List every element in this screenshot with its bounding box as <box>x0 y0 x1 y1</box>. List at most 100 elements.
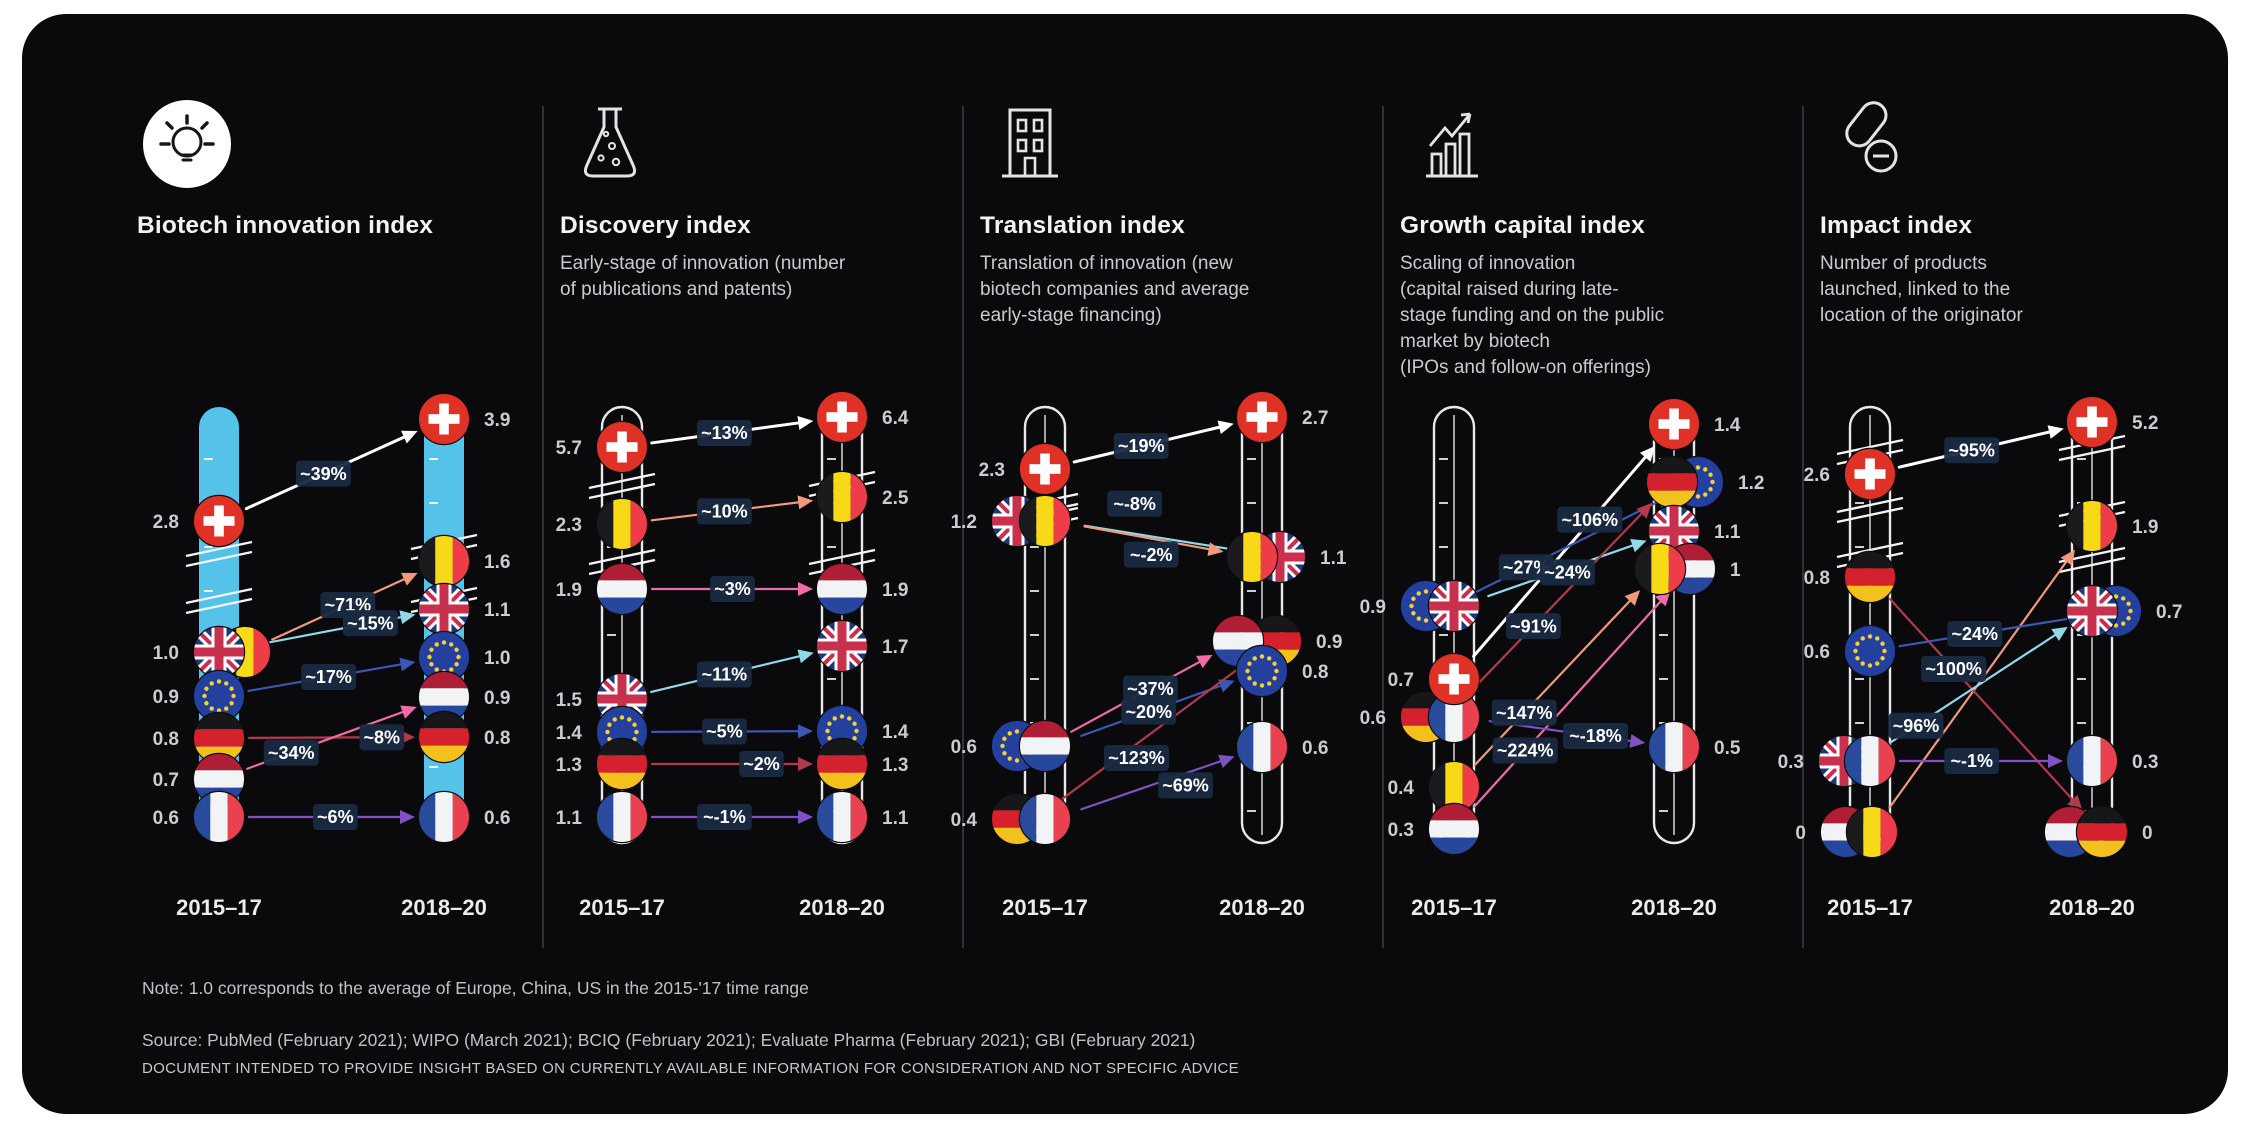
flag-ch <box>1647 397 1701 451</box>
pct-change-label-de: ~100% <box>1921 655 1987 682</box>
arrowhead-uk <box>2051 626 2068 641</box>
flag-de <box>2075 805 2129 859</box>
axis-break <box>410 533 478 551</box>
value-label: 0.9 <box>153 687 179 708</box>
arrowhead-uk <box>399 610 416 625</box>
value-label: 0.4 <box>1388 778 1415 799</box>
flag-uk <box>2065 584 2119 638</box>
arrow-be <box>1473 599 1632 767</box>
pct-change-label-ch: ~106% <box>1557 506 1623 533</box>
flag-ch <box>1427 652 1481 706</box>
flag-nl <box>1663 542 1717 596</box>
flag-uk <box>990 494 1044 548</box>
axis-period-right: 2018–20 <box>2049 895 2135 920</box>
pct-change-label-be: ~147% <box>1491 699 1557 726</box>
pct-change-label-fr: ~-18% <box>1562 722 1628 749</box>
svg-text:~8%: ~8% <box>364 727 401 747</box>
svg-text:~13%: ~13% <box>701 423 748 443</box>
axis-period-right: 2018–20 <box>401 895 487 920</box>
value-label: 0.9 <box>1316 632 1342 653</box>
axis-period-right: 2018–20 <box>1631 895 1717 920</box>
arrow-eu <box>650 730 801 733</box>
panel-subtitle: Early-stage of innovation (number of pub… <box>560 253 846 300</box>
value-label: 1.9 <box>882 580 908 601</box>
arrow-nl <box>246 710 405 770</box>
flag-eu <box>595 705 649 759</box>
flag-uk <box>1253 530 1307 584</box>
pct-change-label-be: ~10% <box>697 498 752 525</box>
pct-change-label-eu: ~17% <box>301 663 357 690</box>
svg-text:~-1%: ~-1% <box>703 807 746 827</box>
flag-nl <box>192 752 246 806</box>
panel-subtitle: Translation of innovation (new biotech c… <box>980 253 1250 326</box>
axis-period-left: 2015–17 <box>176 895 262 920</box>
value-label: 2.3 <box>979 460 1005 481</box>
axis-period-left: 2015–17 <box>1411 895 1497 920</box>
svg-text:~37%: ~37% <box>1127 679 1174 699</box>
pct-change-label-nl: ~34% <box>263 739 319 766</box>
pct-change-label-uk: ~15% <box>343 610 398 637</box>
value-label: 0.6 <box>484 808 510 829</box>
thermometer-tube <box>600 405 644 845</box>
svg-text:~-8%: ~-8% <box>1113 494 1156 514</box>
pct-change-label-de: ~123% <box>1104 744 1170 771</box>
flag-ch <box>192 494 246 548</box>
axis-period-right: 2018–20 <box>1219 895 1305 920</box>
svg-text:~95%: ~95% <box>1948 440 1995 460</box>
flag-nl <box>1018 719 1072 773</box>
svg-text:~71%: ~71% <box>325 595 372 615</box>
axis-break <box>1836 496 1904 514</box>
panel-title: Impact index <box>1820 212 1973 239</box>
arrow-be <box>1083 525 1211 551</box>
flag-nl <box>595 562 649 616</box>
flag-eu <box>417 630 471 684</box>
flag-eu <box>815 704 869 758</box>
value-label: 1.2 <box>1738 473 1764 494</box>
thermometer-tube <box>820 405 864 845</box>
flag-de <box>192 711 246 765</box>
arrowhead-eu <box>2071 611 2088 625</box>
flag-uk <box>417 582 471 636</box>
panel-divider <box>1802 106 1804 948</box>
flag-nl <box>1819 805 1873 859</box>
value-label: 3.9 <box>484 410 510 431</box>
arrowhead-be <box>1624 590 1641 606</box>
axis-break <box>588 472 656 490</box>
arrowhead-ch <box>1217 420 1234 435</box>
arrowhead-eu <box>797 724 814 739</box>
value-label: 1.6 <box>484 552 510 573</box>
thermometer-bar <box>199 407 239 843</box>
axis-break <box>2058 546 2126 564</box>
flag-fr <box>1843 734 1897 788</box>
axis-break <box>185 540 253 558</box>
flag-de <box>1645 455 1699 509</box>
pct-change-label-be: ~-2% <box>1123 541 1179 568</box>
value-label: 1.9 <box>556 580 582 601</box>
flag-be <box>417 534 471 588</box>
pct-change-label-de: ~8% <box>359 724 405 751</box>
value-label: 0.3 <box>1388 820 1414 841</box>
value-label: 1.4 <box>1714 415 1741 436</box>
svg-text:~69%: ~69% <box>1162 776 1209 796</box>
axis-break <box>1011 506 1079 524</box>
svg-text:~2%: ~2% <box>743 754 780 774</box>
flag-eu <box>2089 584 2143 638</box>
svg-text:~20%: ~20% <box>1125 702 1172 722</box>
flag-nl <box>1427 802 1481 856</box>
arrowhead-fr <box>1218 754 1235 768</box>
flag-ch <box>2065 395 2119 449</box>
arrow-de <box>1465 511 1644 697</box>
value-label: 0.6 <box>1302 738 1328 759</box>
value-label: 1.7 <box>882 637 908 658</box>
flag-uk <box>1647 504 1701 558</box>
arrowhead-uk <box>1235 543 1252 557</box>
svg-text:~11%: ~11% <box>702 665 748 685</box>
flag-ch <box>1843 447 1897 501</box>
pct-change-label-be: ~71% <box>320 591 376 618</box>
arrow-de <box>1889 598 2075 802</box>
flask-icon <box>560 94 980 204</box>
value-label: 1.4 <box>882 722 909 743</box>
arrow-ch <box>1072 425 1222 464</box>
thermometer-bar <box>424 407 464 843</box>
arrowhead-fr <box>400 810 415 824</box>
